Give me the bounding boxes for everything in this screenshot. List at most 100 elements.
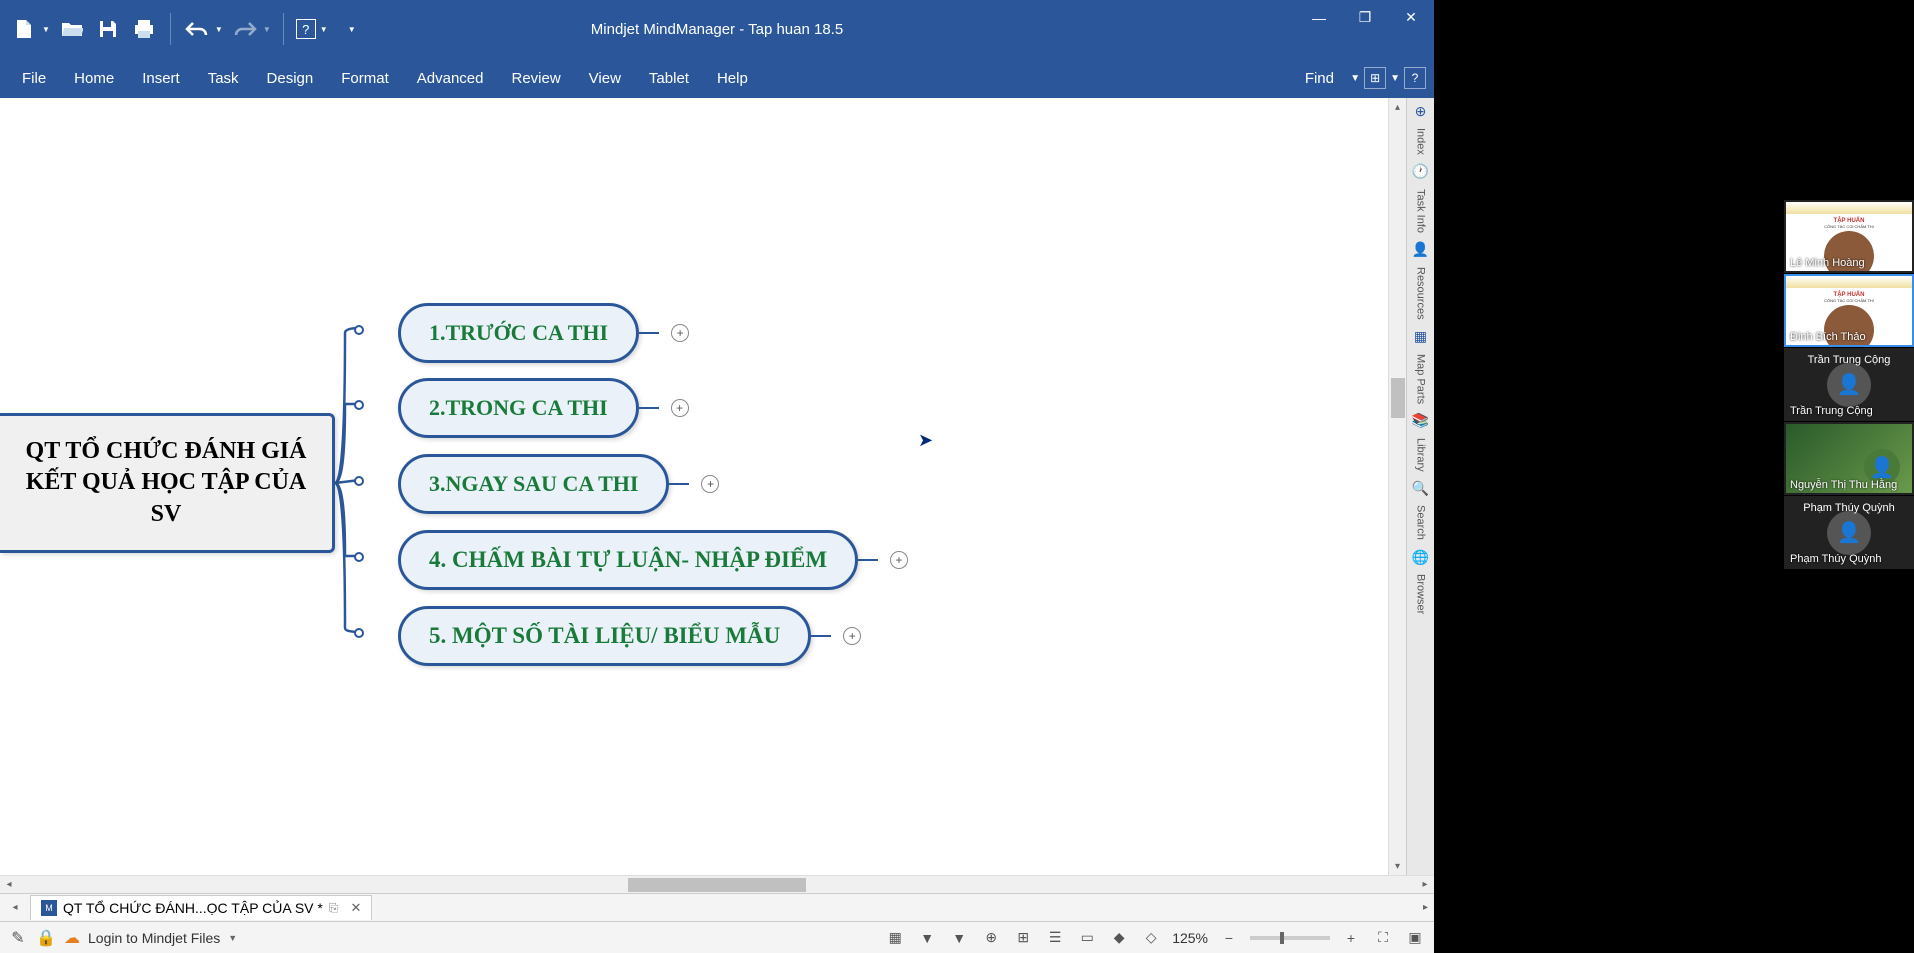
panel-library[interactable]: Library (1413, 432, 1429, 478)
participant-name-top: Phạm Thúy Quỳnh (1786, 502, 1912, 514)
login-dropdown-icon[interactable]: ▼ (228, 933, 237, 943)
expand-button[interactable]: + (671, 399, 689, 417)
tab-label: QT TỔ CHỨC ĐÁNH...ỌC TẬP CỦA SV * (63, 900, 323, 916)
menu-home[interactable]: Home (60, 62, 128, 95)
help-icon[interactable]: ? (296, 19, 316, 39)
participant-tile[interactable]: 👤Nguyễn Thị Thu Hằng (1784, 422, 1914, 495)
new-dropdown-icon[interactable]: ▼ (42, 25, 50, 34)
list-icon[interactable]: ☰ (1044, 927, 1066, 949)
branch-node-4[interactable]: 4. CHẤM BÀI TỰ LUẬN- NHẬP ĐIỂM (398, 530, 858, 590)
index-icon[interactable]: ⊕ (1412, 102, 1430, 120)
map-parts-icon[interactable]: ▦ (1412, 328, 1430, 346)
menu-task[interactable]: Task (194, 62, 253, 95)
zoom-plus-icon[interactable]: ⊕ (980, 927, 1002, 949)
browser-icon[interactable]: 🌐 (1412, 548, 1430, 566)
menu-file[interactable]: File (8, 62, 60, 95)
menu-advanced[interactable]: Advanced (403, 62, 498, 95)
zoom-in-icon[interactable]: + (1340, 927, 1362, 949)
menu-review[interactable]: Review (497, 62, 574, 95)
redo-icon[interactable] (231, 15, 259, 43)
panel-search[interactable]: Search (1413, 499, 1429, 546)
panel-browser[interactable]: Browser (1413, 568, 1429, 620)
panel-index[interactable]: Index (1413, 122, 1429, 161)
menu-insert[interactable]: Insert (128, 62, 194, 95)
menu-format[interactable]: Format (327, 62, 403, 95)
search-icon[interactable]: 🔍 (1412, 479, 1430, 497)
redo-dropdown-icon[interactable]: ▼ (263, 25, 271, 34)
branch-node-3[interactable]: 3.NGAY SAU CA THI (398, 454, 669, 514)
panel-task-info[interactable]: Task Info (1413, 183, 1429, 239)
vscroll-thumb[interactable] (1391, 378, 1405, 418)
document-tab[interactable]: M QT TỔ CHỨC ĐÁNH...ỌC TẬP CỦA SV * ⎘ ✕ (30, 895, 372, 920)
menu-view[interactable]: View (575, 62, 635, 95)
lock-icon[interactable]: 🔒 (36, 928, 56, 948)
grid-icon[interactable]: ⊞ (1012, 927, 1034, 949)
scroll-up-icon[interactable]: ▴ (1389, 98, 1406, 116)
fit-icon[interactable]: ⛶ (1372, 927, 1394, 949)
participant-tile[interactable]: TẬP HUẤNCÔNG TÁC COI CHẤM THIĐinh Bích T… (1784, 274, 1914, 347)
ribbon-help-icon[interactable]: ? (1404, 67, 1426, 89)
branch-node-1[interactable]: 1.TRƯỚC CA THI (398, 303, 639, 363)
tab-prev-icon[interactable]: ◂ (6, 902, 24, 913)
minimize-button[interactable]: — (1296, 0, 1342, 35)
print-icon[interactable] (130, 15, 158, 43)
participant-tile[interactable]: 👤Phạm Thúy QuỳnhPhạm Thúy Quỳnh (1784, 496, 1914, 569)
fullscreen-icon[interactable]: ▣ (1404, 927, 1426, 949)
mindmap-root-node[interactable]: QT TỔ CHỨC ĐÁNH GIÁ KẾT QUẢ HỌC TẬP CỦA … (0, 413, 335, 553)
expand-button[interactable]: + (671, 324, 689, 342)
participant-name: Nguyễn Thị Thu Hằng (1790, 479, 1897, 491)
scroll-left-icon[interactable]: ◂ (0, 879, 18, 890)
menu-tablet[interactable]: Tablet (635, 62, 703, 95)
resources-icon[interactable]: 👤 (1412, 241, 1430, 259)
ribbon-dropdown-icon[interactable]: ▼ (1350, 73, 1360, 84)
ribbon-layout-icon[interactable]: ⊞ (1364, 67, 1386, 89)
panel-map-parts[interactable]: Map Parts (1413, 348, 1429, 410)
undo-dropdown-icon[interactable]: ▼ (215, 25, 223, 34)
help-dropdown-icon[interactable]: ▼ (320, 25, 328, 34)
branch-node-2[interactable]: 2.TRONG CA THI (398, 378, 639, 438)
tag-icon[interactable]: ◆ (1108, 927, 1130, 949)
library-icon[interactable]: 📚 (1412, 412, 1430, 430)
ribbon-dropdown2-icon[interactable]: ▼ (1390, 73, 1400, 84)
find-menu[interactable]: Find (1305, 70, 1334, 87)
participant-name: Phạm Thúy Quỳnh (1790, 553, 1882, 565)
zoom-out-icon[interactable]: − (1218, 927, 1240, 949)
zoom-level[interactable]: 125% (1172, 930, 1208, 946)
hscroll-thumb[interactable] (628, 878, 806, 892)
filter-icon[interactable]: ▼ (916, 927, 938, 949)
expand-button[interactable]: + (701, 475, 719, 493)
pen-icon[interactable]: ✎ (8, 928, 28, 948)
zoom-slider[interactable] (1250, 936, 1330, 940)
open-file-icon[interactable] (58, 15, 86, 43)
cloud-icon[interactable]: ☁ (64, 928, 80, 948)
tab-close-icon[interactable]: ✕ (350, 900, 361, 916)
filter2-icon[interactable]: ▼ (948, 927, 970, 949)
canvas[interactable]: QT TỔ CHỨC ĐÁNH GIÁ KẾT QUẢ HỌC TẬP CỦA … (0, 98, 1388, 875)
branch-node-5[interactable]: 5. MỘT SỐ TÀI LIỆU/ BIỂU MẪU (398, 606, 811, 666)
maximize-button[interactable]: ❐ (1342, 0, 1388, 35)
scroll-down-icon[interactable]: ▾ (1389, 857, 1406, 875)
participant-tile[interactable]: TẬP HUẤNCÔNG TÁC COI CHẤM THILê Minh Hoà… (1784, 200, 1914, 273)
login-link[interactable]: Login to Mindjet Files (88, 930, 220, 946)
panel-resources[interactable]: Resources (1413, 261, 1429, 326)
tab-pin-icon[interactable]: ⎘ (329, 901, 339, 916)
scroll-right-icon[interactable]: ▸ (1416, 879, 1434, 890)
horizontal-scrollbar[interactable]: ◂ ▸ (0, 875, 1434, 893)
expand-button[interactable]: + (843, 627, 861, 645)
menu-help[interactable]: Help (703, 62, 762, 95)
menu-design[interactable]: Design (253, 62, 328, 95)
cal-icon[interactable]: ▭ (1076, 927, 1098, 949)
participant-tile[interactable]: 👤Trần Trung CộngTrần Trung Cộng (1784, 348, 1914, 421)
save-icon[interactable] (94, 15, 122, 43)
task-info-icon[interactable]: 🕐 (1412, 163, 1430, 181)
undo-icon[interactable] (183, 15, 211, 43)
tag2-icon[interactable]: ◇ (1140, 927, 1162, 949)
view-mode1-icon[interactable]: ▦ (884, 927, 906, 949)
close-button[interactable]: ✕ (1388, 0, 1434, 35)
new-file-icon[interactable] (10, 15, 38, 43)
vertical-scrollbar[interactable]: ▴ ▾ (1388, 98, 1406, 875)
expand-button[interactable]: + (890, 551, 908, 569)
connector-dot (354, 628, 364, 638)
tab-next-icon[interactable]: ▸ (1423, 902, 1428, 913)
qat-customize-icon[interactable]: ▼ (348, 25, 356, 34)
